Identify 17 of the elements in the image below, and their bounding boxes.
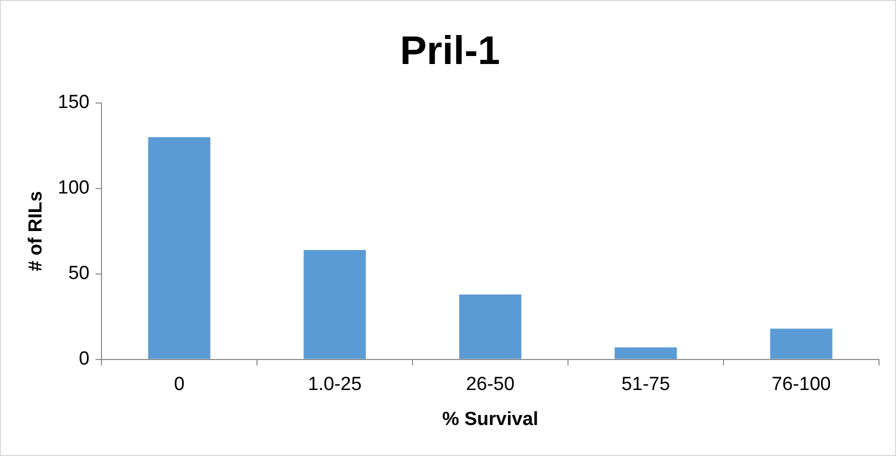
bar bbox=[304, 250, 366, 359]
x-axis-title: % Survival bbox=[442, 408, 538, 430]
y-tick-label: 150 bbox=[58, 92, 90, 114]
bar bbox=[614, 347, 677, 359]
x-tick-label: 51-75 bbox=[621, 374, 670, 396]
bar bbox=[459, 294, 522, 359]
chart-title: Pril-1 bbox=[400, 29, 500, 74]
y-tick-label: 0 bbox=[78, 348, 90, 370]
y-tick-label: 50 bbox=[68, 263, 90, 284]
bar bbox=[148, 137, 210, 359]
x-tick-label: 76-100 bbox=[772, 374, 831, 396]
y-tick-label: 100 bbox=[58, 178, 90, 199]
x-tick-label: 26-50 bbox=[466, 374, 515, 396]
x-tick-label: 1.0-25 bbox=[308, 374, 362, 396]
x-tick-label: 0 bbox=[174, 374, 185, 396]
y-axis-title: # of RILs bbox=[26, 191, 47, 272]
bar bbox=[770, 328, 832, 359]
